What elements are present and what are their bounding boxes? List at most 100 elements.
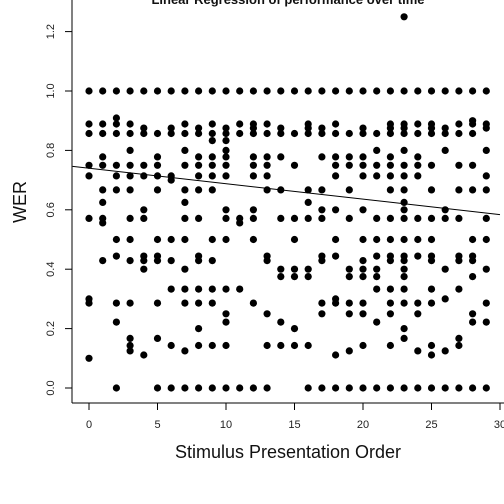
data-point [345, 153, 353, 161]
data-point [345, 310, 353, 318]
data-point [373, 146, 381, 154]
data-point [181, 214, 189, 222]
data-point [99, 219, 107, 227]
x-tick-label: 15 [288, 419, 300, 431]
data-point [167, 124, 175, 132]
data-point [400, 235, 408, 244]
data-point [345, 384, 353, 392]
data-point [112, 299, 120, 307]
data-point [249, 172, 257, 180]
data-point [249, 384, 257, 392]
data-point [373, 235, 381, 244]
data-point [222, 384, 230, 392]
data-point [332, 299, 340, 307]
data-point [400, 334, 408, 342]
data-point [126, 299, 134, 307]
data-point [318, 124, 326, 132]
data-point [222, 146, 230, 154]
data-point [482, 265, 490, 273]
data-point [277, 265, 285, 273]
data-point [208, 87, 216, 95]
data-point [359, 153, 367, 161]
data-point [304, 186, 312, 194]
data-point [469, 87, 477, 95]
data-point [181, 186, 189, 194]
data-point [318, 310, 326, 318]
data-point [167, 384, 175, 392]
data-point [400, 257, 408, 265]
data-point [85, 354, 93, 362]
x-tick-label: 5 [154, 419, 160, 431]
data-point [304, 384, 312, 392]
data-point [290, 235, 299, 244]
data-point [400, 13, 408, 21]
data-point [373, 214, 381, 222]
data-point [99, 186, 107, 194]
data-point [167, 285, 175, 293]
data-point [112, 252, 120, 260]
data-point [332, 120, 340, 128]
data-point [249, 235, 257, 244]
data-point [332, 172, 340, 180]
data-point [222, 285, 230, 293]
data-point [469, 235, 477, 244]
data-point [455, 285, 463, 293]
data-point [332, 351, 340, 359]
data-point [318, 257, 326, 265]
data-point [112, 129, 120, 138]
data-point [153, 87, 162, 95]
data-point [373, 285, 381, 293]
data-point [208, 161, 216, 169]
data-point [373, 87, 381, 95]
data-point [318, 299, 326, 307]
data-point [441, 206, 449, 214]
data-point [181, 384, 189, 392]
data-point [99, 120, 107, 128]
data-point [99, 198, 107, 206]
data-point [414, 129, 422, 138]
data-point [455, 186, 463, 194]
data-point [386, 310, 394, 318]
data-point [195, 341, 203, 350]
data-point [112, 318, 120, 326]
data-point [427, 341, 436, 350]
data-point [195, 161, 203, 169]
data-point [153, 384, 162, 392]
data-point [386, 384, 394, 392]
data-point [167, 235, 175, 244]
data-point [140, 161, 148, 169]
data-point [126, 235, 134, 244]
data-point [332, 235, 340, 244]
data-point [332, 384, 340, 392]
data-point [181, 146, 189, 154]
data-point [400, 129, 408, 138]
data-point [400, 265, 408, 273]
data-point [482, 146, 490, 154]
data-point [263, 87, 271, 95]
data-point [249, 129, 257, 138]
data-point [208, 257, 216, 265]
data-point [208, 129, 216, 138]
data-point [140, 265, 148, 273]
data-point [441, 146, 449, 154]
data-point [345, 347, 353, 355]
data-point [181, 198, 189, 206]
data-point [208, 235, 216, 244]
data-point [359, 87, 367, 95]
data-point [249, 299, 257, 307]
data-point [414, 299, 422, 307]
data-point [482, 186, 490, 194]
data-point [414, 214, 422, 222]
data-point [455, 87, 463, 95]
data-point [140, 87, 148, 95]
data-point [455, 257, 463, 265]
data-point [195, 87, 203, 95]
data-point [373, 318, 381, 326]
data-point [263, 186, 271, 194]
data-point [290, 273, 299, 281]
data-point [359, 310, 367, 318]
data-point [222, 310, 230, 318]
data-point [414, 235, 422, 244]
data-point [236, 87, 244, 95]
data-point [208, 285, 216, 293]
